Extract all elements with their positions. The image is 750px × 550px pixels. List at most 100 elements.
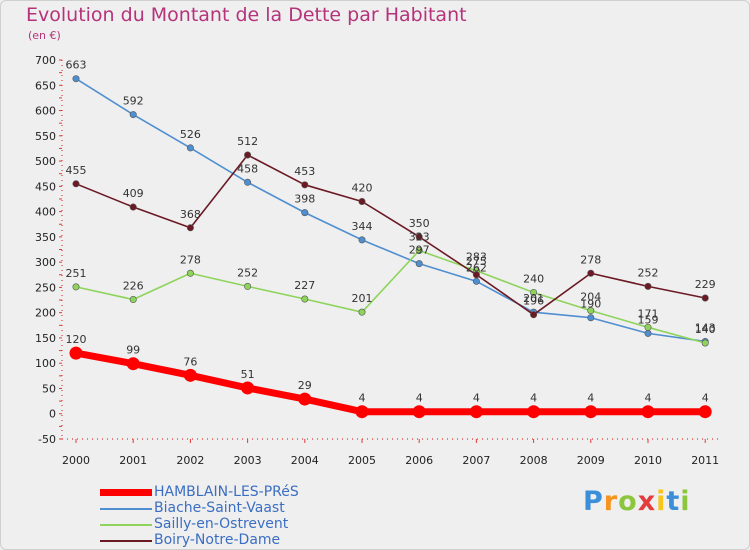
data-point-sailly-en-ostrevent xyxy=(301,295,309,303)
data-point-hamblain-les-pr-s xyxy=(698,405,712,419)
data-point-hamblain-les-pr-s xyxy=(527,405,541,419)
data-point-biache-saint-vaast xyxy=(301,209,309,217)
data-label-sailly-en-ostrevent: 140 xyxy=(695,323,716,336)
data-label-biache-saint-vaast: 344 xyxy=(352,220,373,233)
legend-label: HAMBLAIN-LES-PRéS xyxy=(154,484,299,500)
y-tick-label: 650 xyxy=(35,79,56,92)
data-label-biache-saint-vaast: 201 xyxy=(523,292,544,305)
data-label-boiry-notre-dame: 229 xyxy=(695,278,716,291)
y-tick-label: 500 xyxy=(35,155,56,168)
y-tick-label: 300 xyxy=(35,256,56,269)
data-point-hamblain-les-pr-s xyxy=(469,405,483,419)
data-point-hamblain-les-pr-s xyxy=(183,368,197,382)
data-label-biache-saint-vaast: 143 xyxy=(695,321,716,334)
y-tick-label: 550 xyxy=(35,130,56,143)
data-label-boiry-notre-dame: 455 xyxy=(66,164,87,177)
data-label-boiry-notre-dame: 368 xyxy=(180,208,201,221)
data-point-boiry-notre-dame xyxy=(415,233,423,241)
chart-title: Evolution du Montant de la Dette par Hab… xyxy=(26,4,467,26)
data-point-biache-saint-vaast xyxy=(244,178,252,186)
data-label-boiry-notre-dame: 512 xyxy=(237,135,258,148)
legend-swatch xyxy=(100,524,152,526)
data-point-sailly-en-ostrevent xyxy=(587,307,595,315)
y-tick-label: 0 xyxy=(49,408,56,421)
x-tick-label: 2003 xyxy=(234,454,262,467)
data-point-sailly-en-ostrevent xyxy=(415,247,423,255)
data-point-hamblain-les-pr-s xyxy=(641,405,655,419)
data-label-boiry-notre-dame: 252 xyxy=(638,266,659,279)
series-line-boiry-notre-dame xyxy=(75,154,707,316)
x-tick-label: 2009 xyxy=(577,454,605,467)
data-label-boiry-notre-dame: 409 xyxy=(123,187,144,200)
y-tick-label: 450 xyxy=(35,180,56,193)
y-tick-label: 200 xyxy=(35,307,56,320)
data-label-hamblain-les-pr-s: 99 xyxy=(126,344,140,357)
data-label-boiry-notre-dame: 275 xyxy=(466,255,487,268)
series-layer xyxy=(69,75,712,419)
data-point-biache-saint-vaast xyxy=(72,75,80,83)
data-label-sailly-en-ostrevent: 251 xyxy=(66,267,87,280)
data-label-boiry-notre-dame: 350 xyxy=(409,217,430,230)
series-line-sailly-en-ostrevent xyxy=(75,249,707,344)
data-point-sailly-en-ostrevent xyxy=(186,269,194,277)
data-point-boiry-notre-dame xyxy=(186,224,194,232)
proxiti-logo: Proxiti xyxy=(583,486,691,517)
data-label-biache-saint-vaast: 297 xyxy=(409,244,430,257)
legend-label: Sailly-en-Ostrevent xyxy=(154,516,289,532)
data-label-biache-saint-vaast: 398 xyxy=(294,193,315,206)
data-point-hamblain-les-pr-s xyxy=(355,405,369,419)
data-point-biache-saint-vaast xyxy=(415,260,423,268)
data-label-hamblain-les-pr-s: 76 xyxy=(183,355,197,368)
data-point-boiry-notre-dame xyxy=(587,269,595,277)
data-point-boiry-notre-dame xyxy=(644,282,652,290)
data-label-biache-saint-vaast: 159 xyxy=(638,313,659,326)
data-label-biache-saint-vaast: 458 xyxy=(237,162,258,175)
data-label-boiry-notre-dame: 453 xyxy=(294,165,315,178)
x-tick-label: 2005 xyxy=(348,454,376,467)
series-line-hamblain-les-pr-s xyxy=(72,349,709,416)
data-point-boiry-notre-dame xyxy=(72,180,80,188)
data-point-hamblain-les-pr-s xyxy=(584,405,598,419)
data-label-sailly-en-ostrevent: 201 xyxy=(352,292,373,305)
x-tick-label: 2011 xyxy=(691,454,719,467)
y-tick-label: 150 xyxy=(35,332,56,345)
data-point-sailly-en-ostrevent xyxy=(129,296,137,304)
x-tick-label: 2004 xyxy=(291,454,319,467)
data-label-hamblain-les-pr-s: 4 xyxy=(645,392,652,405)
labels-layer: 663 592 526 458 398 344 297 262 201 190 159 143 251 2… xyxy=(66,59,716,405)
data-label-sailly-en-ostrevent: 323 xyxy=(409,231,430,244)
data-label-hamblain-les-pr-s: 4 xyxy=(473,392,480,405)
data-point-boiry-notre-dame xyxy=(129,203,137,211)
data-label-sailly-en-ostrevent: 278 xyxy=(180,253,201,266)
x-tick-label: 2010 xyxy=(634,454,662,467)
data-label-hamblain-les-pr-s: 4 xyxy=(359,392,366,405)
data-label-hamblain-les-pr-s: 4 xyxy=(530,392,537,405)
data-point-biache-saint-vaast xyxy=(358,236,366,244)
data-label-biache-saint-vaast: 190 xyxy=(580,298,601,311)
data-point-sailly-en-ostrevent xyxy=(644,323,652,331)
data-point-biache-saint-vaast xyxy=(587,314,595,322)
y-tick-label: -50 xyxy=(38,433,56,446)
data-label-sailly-en-ostrevent: 204 xyxy=(580,291,601,304)
legend-swatch xyxy=(100,489,152,496)
data-label-hamblain-les-pr-s: 4 xyxy=(416,392,423,405)
legend-swatch xyxy=(100,508,152,510)
data-point-boiry-notre-dame xyxy=(472,271,480,279)
y-tick-label: 400 xyxy=(35,206,56,219)
x-tick-label: 2008 xyxy=(520,454,548,467)
data-point-boiry-notre-dame xyxy=(358,197,366,205)
data-point-biache-saint-vaast xyxy=(129,111,137,119)
legend-swatch xyxy=(100,540,152,542)
x-tick-label: 2001 xyxy=(119,454,147,467)
data-point-boiry-notre-dame xyxy=(244,151,252,159)
y-tick-label: 50 xyxy=(42,382,56,395)
data-label-biache-saint-vaast: 592 xyxy=(123,95,144,108)
data-point-hamblain-les-pr-s xyxy=(412,405,426,419)
data-label-sailly-en-ostrevent: 171 xyxy=(638,307,659,320)
series-line-biache-saint-vaast xyxy=(75,77,707,343)
data-label-boiry-notre-dame: 420 xyxy=(352,181,373,194)
data-point-sailly-en-ostrevent xyxy=(701,339,709,347)
data-point-boiry-notre-dame xyxy=(530,311,538,319)
